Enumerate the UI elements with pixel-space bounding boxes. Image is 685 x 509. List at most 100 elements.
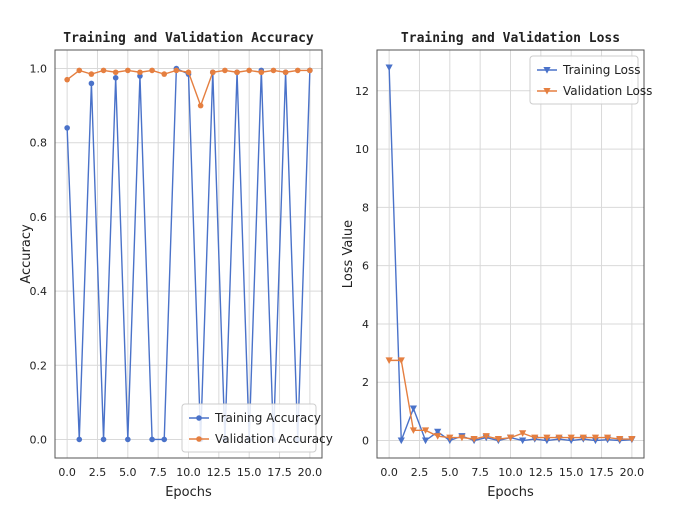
x-axis-label: Epochs [487, 485, 534, 500]
y-axis-label: Accuracy [19, 224, 34, 284]
y-tick-label: 2 [362, 376, 369, 389]
data-point [506, 434, 515, 442]
x-tick-label: 0.0 [58, 466, 76, 479]
legend-swatch-marker [543, 67, 551, 74]
x-tick-label: 10.0 [498, 466, 523, 479]
data-point [76, 436, 83, 443]
chart-title: Training and Validation Accuracy [63, 31, 314, 46]
legend: Training Loss Validation Loss [529, 55, 652, 105]
data-point [458, 434, 466, 442]
legend-box [529, 55, 639, 105]
accuracy-chart: 0.0 2.5 5.0 7.5 10.0 12.5 15.0 17.5 20.0 0.0 0.2 0.… [19, 31, 333, 500]
y-tick-label: 0.0 [30, 433, 48, 446]
chart-title: Training and Validation Loss [401, 31, 620, 46]
data-point [307, 67, 313, 74]
x-tick-label: 5.0 [441, 466, 459, 479]
y-tick-label: 8 [362, 201, 369, 214]
data-point [482, 433, 490, 440]
data-point [161, 71, 168, 77]
data-point [149, 67, 155, 74]
y-axis-label: Loss Value [341, 220, 356, 288]
data-point [434, 428, 442, 436]
x-axis-label: Epochs [165, 485, 212, 500]
legend-box [181, 403, 317, 453]
data-point [137, 69, 143, 76]
data-point [494, 436, 502, 443]
data-point [421, 427, 430, 434]
legend-swatch-marker [543, 88, 551, 95]
data-point [88, 71, 95, 77]
data-point [591, 434, 600, 442]
data-point [112, 75, 119, 81]
legend-label: Training Loss [562, 63, 640, 77]
data-point [421, 437, 430, 445]
data-point [519, 437, 527, 445]
data-point [222, 67, 228, 74]
data-point [173, 67, 180, 74]
y-tick-label: 4 [362, 318, 369, 331]
data-point [282, 69, 289, 76]
legend-swatch-marker [196, 436, 202, 442]
legend-swatch-marker [196, 415, 202, 421]
data-point [100, 436, 107, 443]
y-tick-label: 0.4 [30, 285, 48, 298]
data-point [64, 76, 70, 83]
data-point [434, 433, 442, 440]
data-point [397, 437, 405, 445]
legend: Training Accuracy Validation Accuracy [181, 403, 333, 453]
y-tick-label: 0 [362, 435, 369, 448]
data-point [531, 434, 539, 442]
data-point [149, 436, 155, 443]
data-point [294, 67, 301, 74]
data-point [161, 436, 168, 443]
data-point [470, 436, 478, 443]
data-point [270, 67, 277, 74]
loss-chart: 0.0 2.5 5.0 7.5 10.0 12.5 15.0 17.5 20.0 0 2 4 6 8 10 1… [341, 31, 652, 500]
x-tick-label: 15.0 [237, 466, 262, 479]
x-tick-label: 17.5 [267, 466, 292, 479]
data-point [628, 436, 636, 443]
legend-label: Validation Accuracy [215, 432, 333, 446]
x-tick-label: 17.5 [589, 466, 614, 479]
data-point [234, 69, 240, 76]
y-tick-label: 6 [362, 260, 369, 273]
data-point [76, 67, 83, 74]
x-tick-label: 0.0 [380, 466, 398, 479]
data-point [616, 436, 624, 443]
data-point [555, 434, 563, 442]
data-point [88, 80, 95, 87]
data-point [64, 125, 70, 131]
x-tick-label: 7.5 [471, 466, 489, 479]
data-point [185, 69, 192, 76]
data-point [397, 357, 405, 364]
data-point [446, 434, 454, 442]
data-point [385, 357, 393, 364]
legend-label: Validation Loss [563, 84, 652, 98]
data-point [603, 434, 612, 442]
x-tick-label: 12.5 [207, 466, 232, 479]
y-tick-label: 0.2 [30, 359, 48, 372]
data-point [112, 69, 119, 76]
plot-frame [376, 49, 645, 459]
data-point [197, 102, 204, 109]
plot-frame [54, 49, 323, 459]
x-tick-label: 2.5 [89, 466, 107, 479]
x-tick-label: 20.0 [620, 466, 645, 479]
x-tick-label: 15.0 [559, 466, 584, 479]
x-tick-label: 12.5 [529, 466, 554, 479]
data-point [125, 436, 131, 443]
y-tick-label: 1.0 [30, 63, 48, 76]
x-tick-label: 20.0 [298, 466, 323, 479]
data-point [579, 434, 587, 442]
data-point [209, 69, 216, 76]
data-point [543, 434, 551, 442]
y-tick-label: 0.8 [30, 137, 48, 150]
data-point [409, 427, 418, 434]
data-point [258, 69, 265, 76]
data-point [385, 64, 393, 72]
y-tick-label: 0.6 [30, 211, 48, 224]
y-tick-label: 10 [355, 143, 369, 156]
data-point [519, 430, 527, 437]
data-point [246, 67, 252, 74]
